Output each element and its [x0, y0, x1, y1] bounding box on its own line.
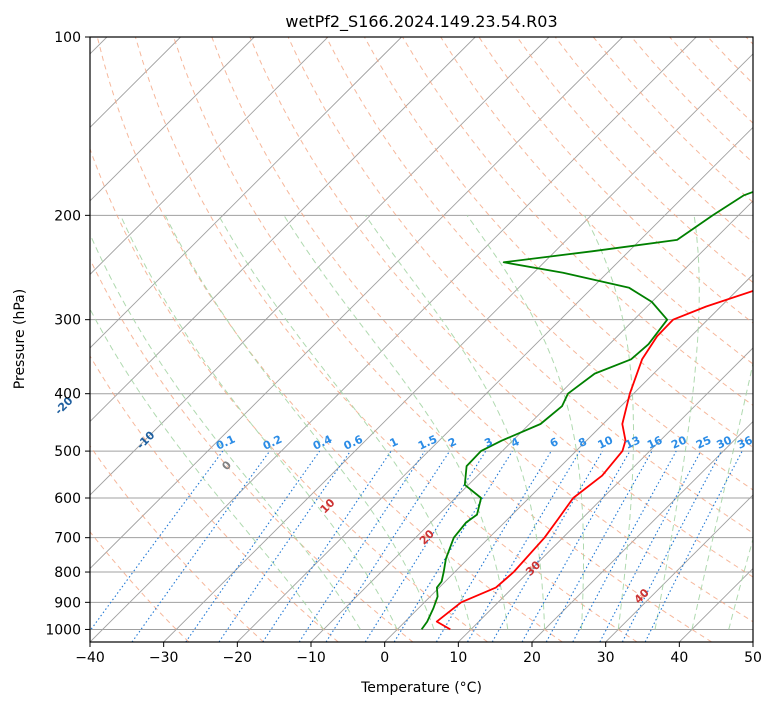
x-axis-label: Temperature (°C) — [360, 680, 482, 696]
x-tick-label: 30 — [597, 650, 615, 666]
x-tick-label: −20 — [223, 650, 253, 666]
y-tick-label: 200 — [54, 208, 81, 224]
y-tick-label: 300 — [54, 313, 81, 329]
isotherm-line — [753, 37, 775, 642]
chart-title: wetPf2_S166.2024.149.23.54.R03 — [285, 12, 557, 32]
x-tick-label: 10 — [449, 650, 467, 666]
x-tick-label: −10 — [296, 650, 326, 666]
y-tick-label: 700 — [54, 531, 81, 547]
x-tick-label: 50 — [744, 650, 762, 666]
x-tick-label: 20 — [523, 650, 541, 666]
y-tick-label: 500 — [54, 444, 81, 460]
plot-background — [90, 37, 753, 642]
x-tick-label: −30 — [149, 650, 179, 666]
y-tick-label: 800 — [54, 565, 81, 581]
x-tick-label: 0 — [380, 650, 389, 666]
plot-area — [90, 37, 753, 642]
x-tick-label: 40 — [670, 650, 688, 666]
y-tick-label: 600 — [54, 491, 81, 507]
y-tick-label: 400 — [54, 387, 81, 403]
y-tick-label: 1000 — [45, 622, 81, 638]
x-tick-label: −40 — [75, 650, 105, 666]
y-tick-label: 900 — [54, 595, 81, 611]
y-axis-label: Pressure (hPa) — [12, 289, 28, 389]
y-tick-label: 100 — [54, 30, 81, 46]
